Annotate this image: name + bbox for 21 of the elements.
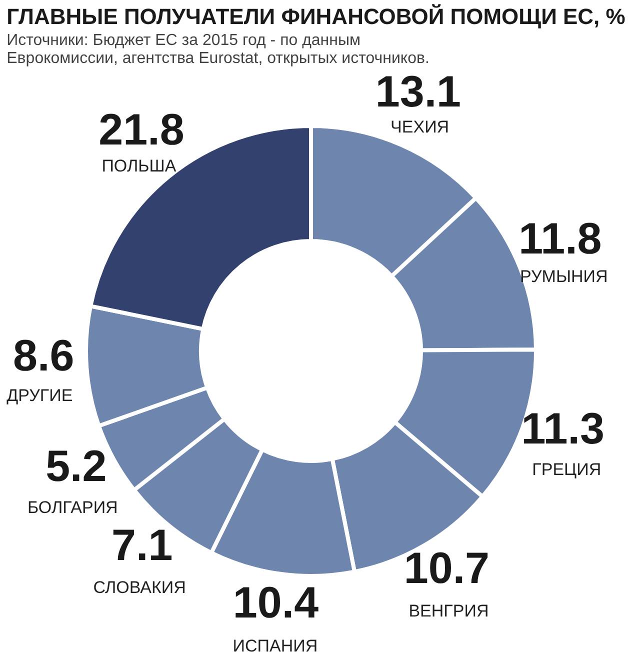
slice-label: ВЕНГРИЯ [408, 602, 489, 621]
text: Источники: Бюджет ЕС за 2015 год - по данным [6, 32, 360, 49]
slice-label: БОЛГАРИЯ [27, 498, 118, 518]
data-label: 10.7 [404, 544, 490, 594]
data-label: 10.4 [232, 578, 320, 628]
data-label: 21.8 [98, 105, 184, 154]
data-label: 11.3 [521, 404, 604, 454]
data-label: 7.1 [112, 521, 173, 570]
data-label: 11.8 [518, 214, 602, 264]
slice-label: ПОЛЬША [102, 156, 177, 176]
slice-label: РУМЫНИЯ [520, 266, 608, 286]
slice-label: ИСПАНИЯ [232, 636, 318, 656]
data-label: 13.1 [375, 67, 462, 116]
slice-label: ГРЕЦИЯ [532, 460, 602, 479]
text: Еврокомиссии, агентства Eurostat, открытых источников. [6, 50, 430, 67]
data-label: 8.6 [13, 332, 74, 381]
data-label: 5.2 [46, 442, 107, 492]
slice-label: ДРУГИЕ [6, 386, 73, 405]
slice-label: СЛОВАКИЯ [93, 578, 186, 598]
slice-label: ЧЕХИЯ [390, 118, 450, 137]
chart-title: ГЛАВНЫЕ ПОЛУЧАТЕЛИ ФИНАНСОВОЙ ПОМОЩИ ЕС, % [6, 4, 626, 29]
